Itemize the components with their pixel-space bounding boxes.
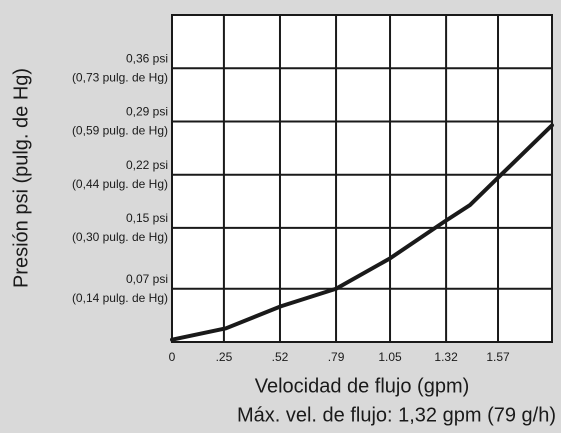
x-tick-label: 1.32 <box>434 350 458 364</box>
x-tick-label: 1.57 <box>486 350 510 364</box>
data-line <box>170 123 554 342</box>
y-tick-label: 0,36 psi <box>126 51 168 65</box>
y-tick-label: 0,29 psi <box>126 105 168 119</box>
y-axis-title: Presión psi (pulg. de Hg) <box>10 68 32 288</box>
x-axis-title: Velocidad de flujo (gpm) <box>255 375 470 397</box>
x-tick-label: .52 <box>272 350 289 364</box>
annotation: Máx. vel. de flujo: 1,32 gpm (79 g/h) <box>237 404 556 426</box>
y-tick-label: 0,15 psi <box>126 211 168 225</box>
y-tick-sublabel: (0,59 pulg. de Hg) <box>72 124 168 138</box>
y-tick-sublabel: (0,14 pulg. de Hg) <box>72 291 168 305</box>
y-tick-label: 0,07 psi <box>126 272 168 286</box>
y-tick-sublabel: (0,73 pulg. de Hg) <box>72 70 168 84</box>
y-tick-sublabel: (0,44 pulg. de Hg) <box>72 177 168 191</box>
x-tick-label: 0 <box>169 350 176 364</box>
y-tick-sublabel: (0,30 pulg. de Hg) <box>72 230 168 244</box>
x-tick-label: 1.05 <box>378 350 402 364</box>
plot-area <box>171 14 553 343</box>
y-tick-label: 0,22 psi <box>126 158 168 172</box>
x-tick-label: .25 <box>216 350 233 364</box>
x-tick-label: .79 <box>328 350 345 364</box>
